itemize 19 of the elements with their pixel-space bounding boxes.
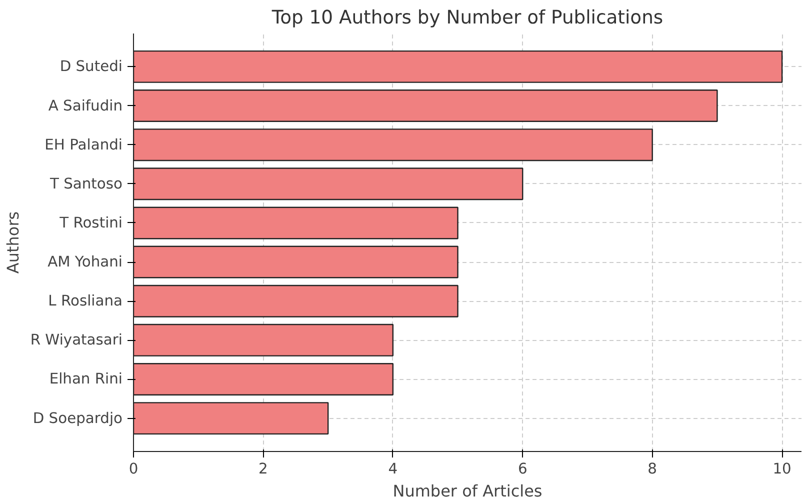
y-tick-label: D Soepardjo [32,410,123,427]
x-axis-title: Number of Articles [392,482,542,500]
y-tick-label: A Saifudin [48,97,122,114]
x-tick-label: 0 [128,460,138,478]
y-tick-label: R Wiyatasari [30,332,123,349]
y-tick-label: Elhan Rini [49,370,123,388]
y-tick-label: L Rosliana [48,292,123,310]
y-tick-label: AM Yohani [48,254,123,271]
x-tick-label: 8 [648,460,657,478]
y-axis-title: Authors [3,211,22,274]
x-tick-label: 4 [388,460,398,478]
chart-title: Top 10 Authors by Number of Publications [270,8,664,28]
y-tick-label: EH Palandi [44,136,123,154]
x-tick-label: 6 [518,460,528,478]
x-tick-label: 2 [258,460,268,478]
y-tick-label: T Santoso [49,175,123,192]
x-tick-label: 10 [772,460,792,478]
y-tick-label: D Sutedi [60,58,123,76]
y-tick-label: T Rostini [58,214,123,232]
